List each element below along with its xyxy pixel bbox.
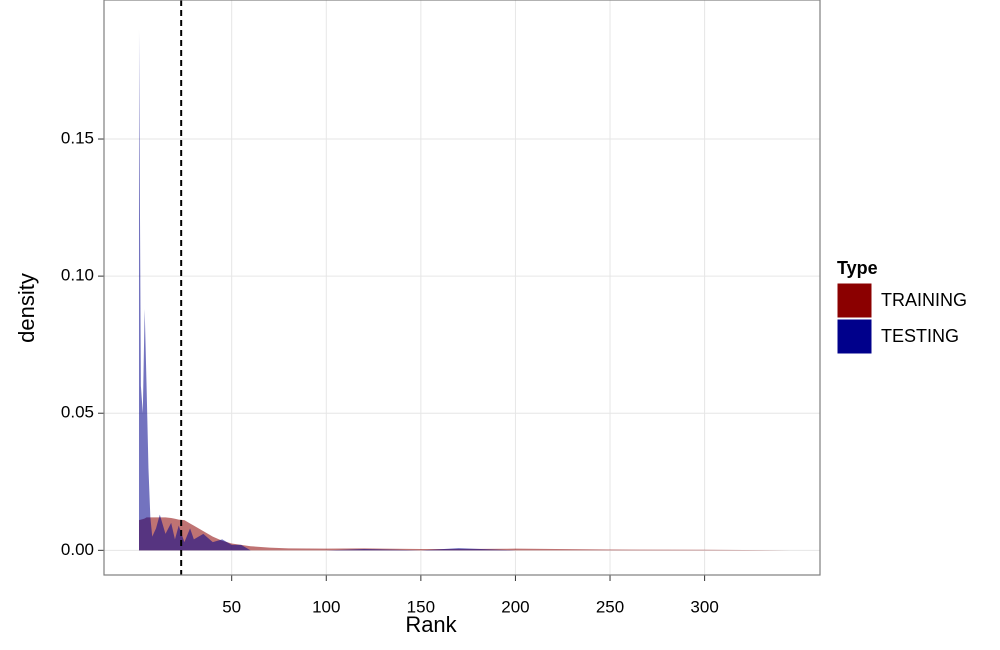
y-tick-label: 0.05	[61, 403, 94, 422]
legend-label: TRAINING	[881, 290, 967, 310]
x-tick-label: 150	[407, 597, 435, 616]
x-tick-label: 50	[222, 597, 241, 616]
y-tick-label: 0.15	[61, 129, 94, 148]
x-tick-label: 100	[312, 597, 340, 616]
legend-label: TESTING	[881, 326, 959, 346]
y-axis-title: density	[14, 273, 39, 343]
x-axis-title: Rank	[405, 612, 457, 637]
legend-swatch	[836, 282, 873, 319]
plot-border	[103, 0, 821, 576]
legend-swatch	[836, 318, 873, 355]
plot-background	[104, 0, 820, 575]
legend-title: Type	[837, 258, 878, 278]
x-tick-label: 250	[596, 597, 624, 616]
x-tick-label: 300	[690, 597, 718, 616]
y-tick-label: 0.00	[61, 540, 94, 559]
x-tick-label: 200	[501, 597, 529, 616]
y-tick-label: 0.10	[61, 266, 94, 285]
